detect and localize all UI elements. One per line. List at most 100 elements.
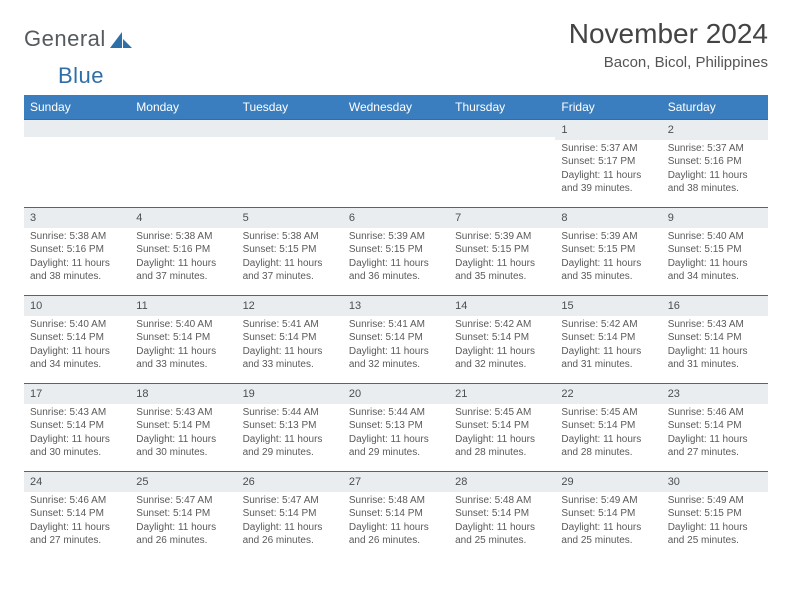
daylight-text: Daylight: 11 hours and 32 minutes.: [349, 345, 443, 372]
day-content: Sunrise: 5:39 AMSunset: 5:15 PMDaylight:…: [449, 228, 555, 288]
sunrise-text: Sunrise: 5:39 AM: [455, 230, 549, 244]
day-content: Sunrise: 5:46 AMSunset: 5:14 PMDaylight:…: [24, 492, 130, 552]
daylight-text: Daylight: 11 hours and 36 minutes.: [349, 257, 443, 284]
daylight-text: Daylight: 11 hours and 37 minutes.: [243, 257, 337, 284]
calendar-day-cell: 15Sunrise: 5:42 AMSunset: 5:14 PMDayligh…: [555, 295, 661, 383]
daylight-text: Daylight: 11 hours and 34 minutes.: [30, 345, 124, 372]
day-content: Sunrise: 5:40 AMSunset: 5:14 PMDaylight:…: [130, 316, 236, 376]
sunset-text: Sunset: 5:15 PM: [561, 243, 655, 257]
day-content: Sunrise: 5:37 AMSunset: 5:17 PMDaylight:…: [555, 140, 661, 200]
sunrise-text: Sunrise: 5:41 AM: [243, 318, 337, 332]
calendar-day-cell: 23Sunrise: 5:46 AMSunset: 5:14 PMDayligh…: [662, 383, 768, 471]
sunrise-text: Sunrise: 5:48 AM: [455, 494, 549, 508]
day-content: Sunrise: 5:45 AMSunset: 5:14 PMDaylight:…: [555, 404, 661, 464]
sunset-text: Sunset: 5:15 PM: [668, 507, 762, 521]
sunrise-text: Sunrise: 5:49 AM: [561, 494, 655, 508]
calendar-day-cell: 11Sunrise: 5:40 AMSunset: 5:14 PMDayligh…: [130, 295, 236, 383]
sunset-text: Sunset: 5:16 PM: [668, 155, 762, 169]
calendar-day-cell: 9Sunrise: 5:40 AMSunset: 5:15 PMDaylight…: [662, 207, 768, 295]
calendar-day-cell: [343, 119, 449, 207]
sunrise-text: Sunrise: 5:43 AM: [30, 406, 124, 420]
dayhdr-monday: Monday: [130, 95, 236, 119]
sunset-text: Sunset: 5:14 PM: [561, 419, 655, 433]
day-content: Sunrise: 5:38 AMSunset: 5:16 PMDaylight:…: [130, 228, 236, 288]
calendar-day-cell: 12Sunrise: 5:41 AMSunset: 5:14 PMDayligh…: [237, 295, 343, 383]
sunset-text: Sunset: 5:17 PM: [561, 155, 655, 169]
calendar-table: Sunday Monday Tuesday Wednesday Thursday…: [24, 95, 768, 559]
day-content: Sunrise: 5:48 AMSunset: 5:14 PMDaylight:…: [449, 492, 555, 552]
calendar-day-cell: 20Sunrise: 5:44 AMSunset: 5:13 PMDayligh…: [343, 383, 449, 471]
day-number: 6: [343, 207, 449, 228]
brand-logo: General: [24, 18, 134, 52]
location-subtitle: Bacon, Bicol, Philippines: [569, 54, 768, 71]
calendar-day-cell: 17Sunrise: 5:43 AMSunset: 5:14 PMDayligh…: [24, 383, 130, 471]
sunset-text: Sunset: 5:14 PM: [455, 331, 549, 345]
day-number: 17: [24, 383, 130, 404]
day-content: Sunrise: 5:45 AMSunset: 5:14 PMDaylight:…: [449, 404, 555, 464]
calendar-day-cell: 18Sunrise: 5:43 AMSunset: 5:14 PMDayligh…: [130, 383, 236, 471]
title-block: November 2024 Bacon, Bicol, Philippines: [569, 18, 768, 71]
sunset-text: Sunset: 5:14 PM: [668, 419, 762, 433]
sunset-text: Sunset: 5:14 PM: [136, 507, 230, 521]
day-content: [24, 137, 130, 143]
daylight-text: Daylight: 11 hours and 39 minutes.: [561, 169, 655, 196]
day-content: Sunrise: 5:40 AMSunset: 5:14 PMDaylight:…: [24, 316, 130, 376]
day-number: 11: [130, 295, 236, 316]
sunset-text: Sunset: 5:14 PM: [455, 507, 549, 521]
day-content: Sunrise: 5:41 AMSunset: 5:14 PMDaylight:…: [343, 316, 449, 376]
day-content: Sunrise: 5:42 AMSunset: 5:14 PMDaylight:…: [555, 316, 661, 376]
daylight-text: Daylight: 11 hours and 26 minutes.: [349, 521, 443, 548]
day-content: Sunrise: 5:47 AMSunset: 5:14 PMDaylight:…: [130, 492, 236, 552]
sunset-text: Sunset: 5:13 PM: [243, 419, 337, 433]
sunrise-text: Sunrise: 5:45 AM: [455, 406, 549, 420]
sunrise-text: Sunrise: 5:42 AM: [455, 318, 549, 332]
calendar-body: 1Sunrise: 5:37 AMSunset: 5:17 PMDaylight…: [24, 119, 768, 559]
sunrise-text: Sunrise: 5:39 AM: [561, 230, 655, 244]
day-content: Sunrise: 5:37 AMSunset: 5:16 PMDaylight:…: [662, 140, 768, 200]
sunrise-text: Sunrise: 5:38 AM: [30, 230, 124, 244]
day-number: 22: [555, 383, 661, 404]
calendar-day-cell: 29Sunrise: 5:49 AMSunset: 5:14 PMDayligh…: [555, 471, 661, 559]
sunrise-text: Sunrise: 5:37 AM: [668, 142, 762, 156]
day-number: 20: [343, 383, 449, 404]
daylight-text: Daylight: 11 hours and 28 minutes.: [561, 433, 655, 460]
sunrise-text: Sunrise: 5:41 AM: [349, 318, 443, 332]
sunset-text: Sunset: 5:14 PM: [349, 331, 443, 345]
daylight-text: Daylight: 11 hours and 29 minutes.: [243, 433, 337, 460]
sunset-text: Sunset: 5:16 PM: [30, 243, 124, 257]
day-number: 21: [449, 383, 555, 404]
sunrise-text: Sunrise: 5:43 AM: [668, 318, 762, 332]
sunrise-text: Sunrise: 5:44 AM: [243, 406, 337, 420]
daylight-text: Daylight: 11 hours and 30 minutes.: [30, 433, 124, 460]
day-content: Sunrise: 5:44 AMSunset: 5:13 PMDaylight:…: [343, 404, 449, 464]
daylight-text: Daylight: 11 hours and 31 minutes.: [561, 345, 655, 372]
day-number: [343, 119, 449, 137]
daylight-text: Daylight: 11 hours and 25 minutes.: [668, 521, 762, 548]
day-number: 12: [237, 295, 343, 316]
day-number: 14: [449, 295, 555, 316]
day-number: 23: [662, 383, 768, 404]
sunrise-text: Sunrise: 5:40 AM: [30, 318, 124, 332]
sunset-text: Sunset: 5:13 PM: [349, 419, 443, 433]
calendar-day-cell: 1Sunrise: 5:37 AMSunset: 5:17 PMDaylight…: [555, 119, 661, 207]
calendar-day-cell: 25Sunrise: 5:47 AMSunset: 5:14 PMDayligh…: [130, 471, 236, 559]
dayhdr-friday: Friday: [555, 95, 661, 119]
day-number: 19: [237, 383, 343, 404]
day-number: 13: [343, 295, 449, 316]
day-number: 28: [449, 471, 555, 492]
day-content: Sunrise: 5:42 AMSunset: 5:14 PMDaylight:…: [449, 316, 555, 376]
day-content: Sunrise: 5:38 AMSunset: 5:15 PMDaylight:…: [237, 228, 343, 288]
day-number: 7: [449, 207, 555, 228]
day-content: [237, 137, 343, 143]
sunrise-text: Sunrise: 5:45 AM: [561, 406, 655, 420]
day-content: Sunrise: 5:49 AMSunset: 5:15 PMDaylight:…: [662, 492, 768, 552]
brand-sail-icon: [110, 30, 132, 50]
day-content: [130, 137, 236, 143]
sunset-text: Sunset: 5:14 PM: [668, 331, 762, 345]
brand-word-1: General: [24, 26, 106, 52]
calendar-week-row: 3Sunrise: 5:38 AMSunset: 5:16 PMDaylight…: [24, 207, 768, 295]
calendar-day-cell: 4Sunrise: 5:38 AMSunset: 5:16 PMDaylight…: [130, 207, 236, 295]
sunset-text: Sunset: 5:16 PM: [136, 243, 230, 257]
calendar-day-cell: 3Sunrise: 5:38 AMSunset: 5:16 PMDaylight…: [24, 207, 130, 295]
dayhdr-tuesday: Tuesday: [237, 95, 343, 119]
